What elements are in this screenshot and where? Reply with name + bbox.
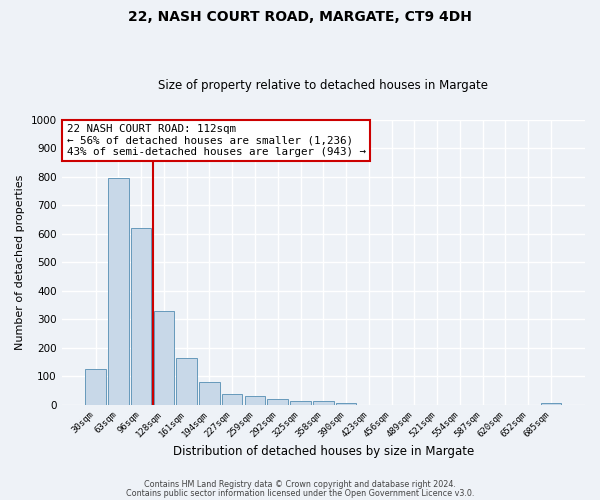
Text: Contains HM Land Registry data © Crown copyright and database right 2024.: Contains HM Land Registry data © Crown c… [144, 480, 456, 489]
Bar [245, 396, 265, 405]
Text: 22 NASH COURT ROAD: 112sqm
← 56% of detached houses are smaller (1,236)
43% of s: 22 NASH COURT ROAD: 112sqm ← 56% of deta… [67, 124, 366, 157]
Bar [268, 399, 288, 405]
Title: Size of property relative to detached houses in Margate: Size of property relative to detached ho… [158, 79, 488, 92]
Bar [313, 402, 334, 405]
Bar [176, 358, 197, 405]
Bar [85, 369, 106, 405]
Bar [336, 404, 356, 405]
Bar [290, 400, 311, 405]
Bar [199, 382, 220, 405]
Bar [108, 178, 128, 405]
Text: 22, NASH COURT ROAD, MARGATE, CT9 4DH: 22, NASH COURT ROAD, MARGATE, CT9 4DH [128, 10, 472, 24]
X-axis label: Distribution of detached houses by size in Margate: Distribution of detached houses by size … [173, 444, 474, 458]
Text: Contains public sector information licensed under the Open Government Licence v3: Contains public sector information licen… [126, 488, 474, 498]
Bar [154, 310, 174, 405]
Bar [222, 394, 242, 405]
Bar [131, 228, 151, 405]
Y-axis label: Number of detached properties: Number of detached properties [15, 174, 25, 350]
Bar [541, 403, 561, 405]
